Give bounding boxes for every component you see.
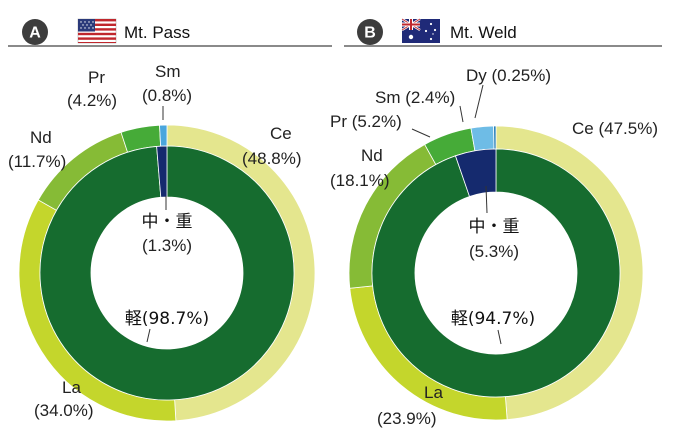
labels-b: Ce (47.5%) La (23.9%) Nd (18.1%) Pr (5.2… xyxy=(330,66,658,428)
label-b-dy: Dy (0.25%) xyxy=(466,66,551,85)
outer-ring-b xyxy=(348,125,644,421)
b-inner--slice xyxy=(371,148,621,398)
title-mt-pass: Mt. Pass xyxy=(124,23,190,42)
b-inner--slice xyxy=(454,148,497,197)
header-a: A Mt. Pass xyxy=(8,18,332,47)
label-a-sm-name: Sm xyxy=(155,62,181,81)
label-a-pr-name: Pr xyxy=(88,68,105,87)
label-a-pr-pct: (4.2%) xyxy=(67,91,117,110)
label-b-pr: Pr (5.2%) xyxy=(330,112,402,131)
label-b-la-pct: (23.9%) xyxy=(377,409,437,428)
us-flag-icon xyxy=(77,18,117,44)
badge-a-text: A xyxy=(29,25,41,42)
donut-a: Ce (48.8%) La (34.0%) Nd (11.7%) Pr (4.2… xyxy=(8,62,316,422)
label-a-nd-name: Nd xyxy=(30,128,52,147)
label-b-nd-pct: (18.1%) xyxy=(330,171,390,190)
label-b-sm: Sm (2.4%) xyxy=(375,88,455,107)
label-b-la-name: La xyxy=(424,383,443,402)
donut-b: Ce (47.5%) La (23.9%) Nd (18.1%) Pr (5.2… xyxy=(330,66,658,428)
label-b-nd-name: Nd xyxy=(361,146,383,165)
label-a-sm-pct: (0.8%) xyxy=(142,86,192,105)
a-outer-sm-slice xyxy=(159,124,168,147)
badge-b-text: B xyxy=(364,25,376,42)
label-b-ce: Ce (47.5%) xyxy=(572,119,658,138)
label-a-nd-pct: (11.7%) xyxy=(8,152,66,171)
label-a-la-name: La xyxy=(62,378,81,397)
a-inner--slice xyxy=(39,145,295,401)
label-a-ce-pct: (48.8%) xyxy=(242,149,302,168)
header-b: B Mt. Weld xyxy=(344,17,662,47)
center-b-heavy-pct: (5.3%) xyxy=(469,242,519,261)
b-outer-sm-slice xyxy=(470,125,495,152)
center-a-light: 軽(98.7%) xyxy=(125,309,209,329)
inner-ring-b xyxy=(371,148,621,398)
title-mt-weld: Mt. Weld xyxy=(450,23,517,42)
badge-b: B xyxy=(357,19,383,45)
center-a-heavy-name: 中・重 xyxy=(142,212,193,232)
label-a-la-pct: (34.0%) xyxy=(34,401,94,420)
center-b-heavy-name: 中・重 xyxy=(469,217,520,237)
label-a-ce-name: Ce xyxy=(270,124,292,143)
b-outer-dy-slice xyxy=(493,125,497,150)
outer-ring-a xyxy=(18,124,316,422)
badge-a: A xyxy=(22,19,48,45)
a-inner--slice xyxy=(156,145,168,198)
center-b-light: 軽(94.7%) xyxy=(451,309,535,329)
labels-a: Ce (48.8%) La (34.0%) Nd (11.7%) Pr (4.2… xyxy=(8,62,302,420)
center-a-heavy-pct: (1.3%) xyxy=(142,236,192,255)
inner-ring-a xyxy=(39,145,295,401)
australia-flag-icon xyxy=(401,17,440,43)
